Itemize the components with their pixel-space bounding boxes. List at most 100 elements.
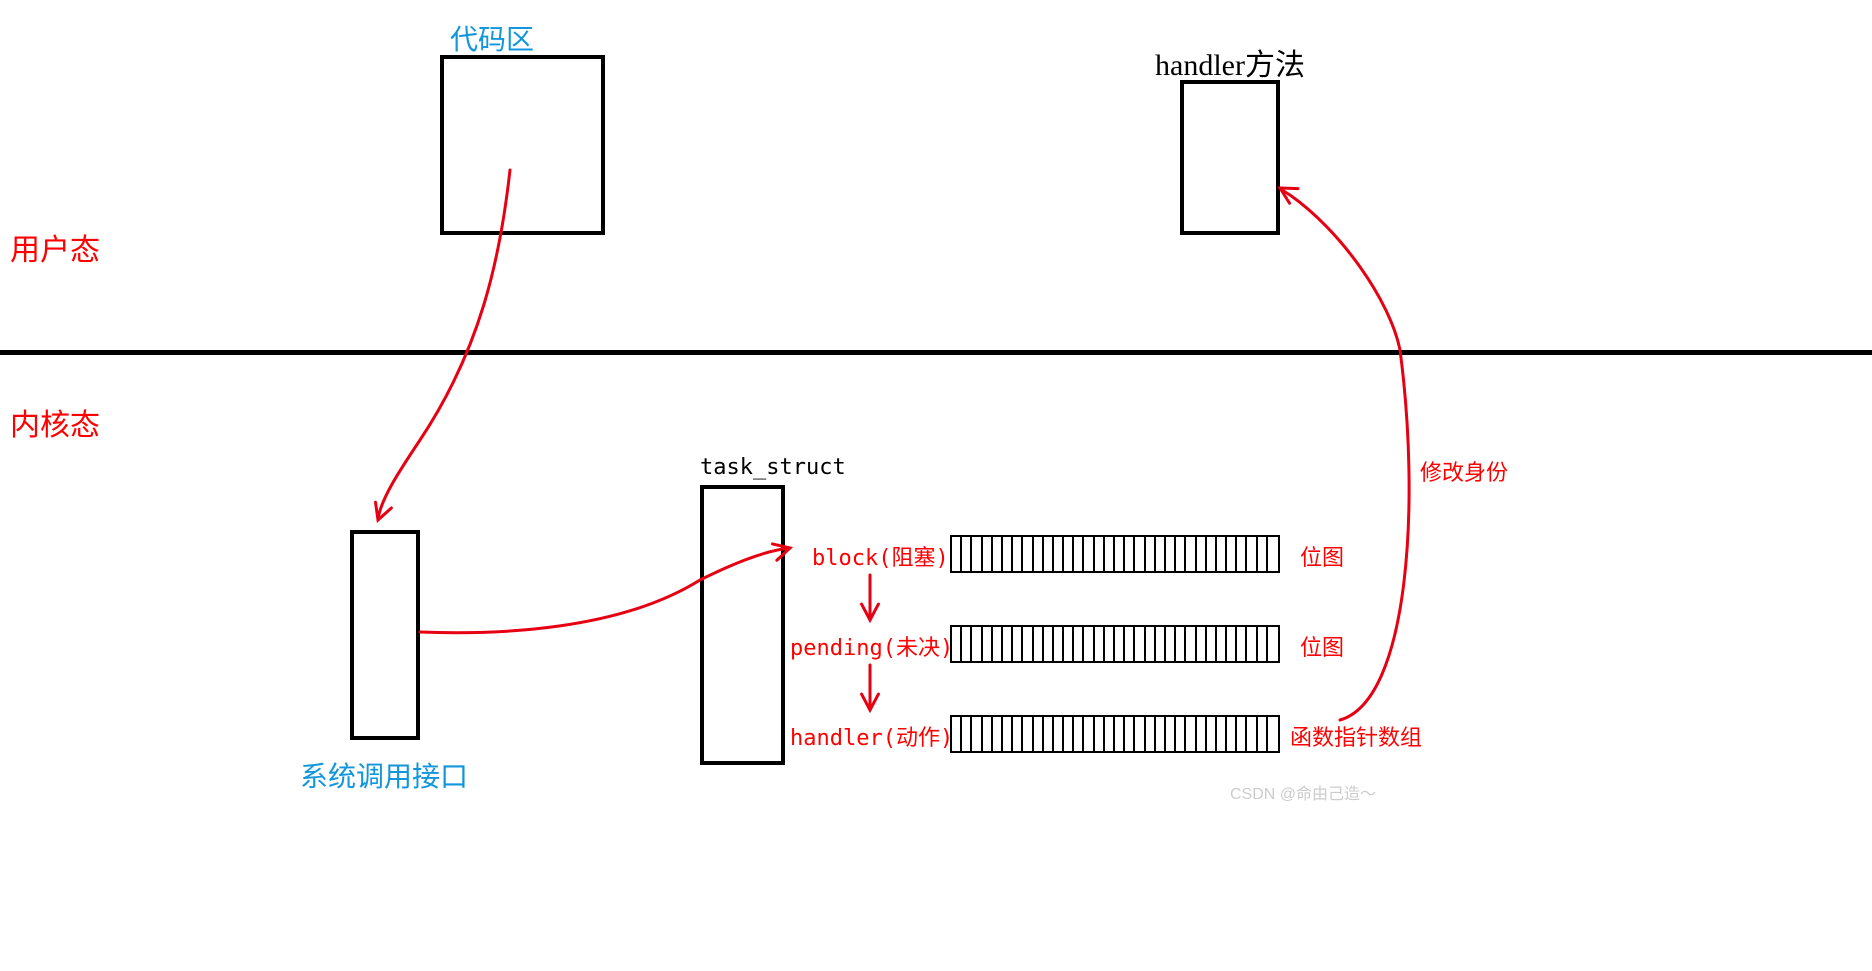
task-struct-label: task_struct <box>700 455 846 480</box>
bitmap-cell <box>1258 537 1268 571</box>
bitmap-cell <box>1146 717 1156 751</box>
bitmap-cell <box>1217 627 1227 661</box>
bitmap-cell <box>983 627 993 661</box>
bitmap-cell <box>1166 717 1176 751</box>
bitmap-cell <box>1207 537 1217 571</box>
bitmap-cell <box>1237 537 1247 571</box>
bitmap-cell <box>972 627 982 661</box>
block-label: block(阻塞) <box>812 540 949 572</box>
bitmap-cell <box>1013 627 1023 661</box>
divider-line <box>0 350 1872 355</box>
bitmap-cell <box>952 627 962 661</box>
bitmap-cell <box>1034 717 1044 751</box>
bitmap-cell <box>952 717 962 751</box>
kernel-mode-label: 内核态 <box>10 400 100 444</box>
user-mode-label: 用户态 <box>10 225 100 269</box>
bitmap-cell <box>1125 717 1135 751</box>
bitmap-cell <box>1197 717 1207 751</box>
handler-field-label: handler(动作) <box>790 720 953 752</box>
syscall-interface-label: 系统调用接口 <box>300 755 468 795</box>
bitmap-cell <box>1247 537 1257 571</box>
bitmap-cell <box>1115 537 1125 571</box>
handler-method-label: handler方法 <box>1155 40 1305 84</box>
bitmap-cell <box>1227 717 1237 751</box>
bitmap-cell <box>1176 537 1186 571</box>
bitmap-cell <box>1003 627 1013 661</box>
bitmap-cell <box>1064 627 1074 661</box>
bitmap-cell <box>972 717 982 751</box>
bitmap-cell <box>1268 627 1278 661</box>
bitmap2-label: 位图 <box>1300 630 1344 662</box>
bitmap-cell <box>1054 717 1064 751</box>
bitmap-block <box>950 535 1280 573</box>
bitmap-cell <box>1115 627 1125 661</box>
bitmap-cell <box>1054 627 1064 661</box>
bitmap-cell <box>1217 537 1227 571</box>
bitmap-cell <box>1268 717 1278 751</box>
bitmap-cell <box>983 537 993 571</box>
bitmap-cell <box>1125 627 1135 661</box>
bitmap-cell <box>1115 717 1125 751</box>
bitmap-cell <box>993 537 1003 571</box>
bitmap-cell <box>1074 537 1084 571</box>
bitmap-cell <box>1207 717 1217 751</box>
bitmap1-label: 位图 <box>1300 540 1344 572</box>
bitmap-cell <box>1013 717 1023 751</box>
bitmap-cell <box>1186 717 1196 751</box>
bitmap-cell <box>1197 627 1207 661</box>
bitmap-cell <box>1013 537 1023 571</box>
bitmap-handler <box>950 715 1280 753</box>
bitmap-cell <box>1247 717 1257 751</box>
pending-label: pending(未决) <box>790 630 953 662</box>
arrows-layer <box>0 0 1872 971</box>
task-struct-box <box>700 485 785 765</box>
bitmap-cell <box>1064 717 1074 751</box>
code-area-label: 代码区 <box>450 18 534 58</box>
bitmap-cell <box>1207 627 1217 661</box>
bitmap-cell <box>1166 627 1176 661</box>
change-identity-label: 修改身份 <box>1420 455 1508 487</box>
bitmap-cell <box>1156 537 1166 571</box>
bitmap-cell <box>1146 627 1156 661</box>
bitmap-cell <box>962 627 972 661</box>
bitmap-cell <box>1135 627 1145 661</box>
bitmap-cell <box>1023 627 1033 661</box>
bitmap-cell <box>1044 717 1054 751</box>
bitmap-cell <box>1003 537 1013 571</box>
bitmap-cell <box>1227 537 1237 571</box>
bitmap-cell <box>972 537 982 571</box>
bitmap-cell <box>1074 717 1084 751</box>
bitmap-cell <box>952 537 962 571</box>
bitmap-cell <box>993 717 1003 751</box>
code-box <box>440 55 605 235</box>
bitmap-cell <box>1146 537 1156 571</box>
bitmap-cell <box>1095 537 1105 571</box>
bitmap-cell <box>1084 627 1094 661</box>
bitmap-cell <box>1197 537 1207 571</box>
bitmap-cell <box>962 537 972 571</box>
bitmap-cell <box>983 717 993 751</box>
bitmap-cell <box>1135 717 1145 751</box>
bitmap-cell <box>1156 717 1166 751</box>
bitmap-pending <box>950 625 1280 663</box>
bitmap-cell <box>1105 627 1115 661</box>
bitmap-cell <box>1074 627 1084 661</box>
bitmap-cell <box>993 627 1003 661</box>
bitmap-cell <box>1023 717 1033 751</box>
handler-box <box>1180 80 1280 235</box>
bitmap-cell <box>1044 537 1054 571</box>
bitmap-cell <box>1247 627 1257 661</box>
bitmap-cell <box>1176 627 1186 661</box>
bitmap-cell <box>1034 627 1044 661</box>
bitmap-cell <box>1258 627 1268 661</box>
bitmap-cell <box>1084 717 1094 751</box>
bitmap-cell <box>1237 627 1247 661</box>
bitmap-cell <box>1125 537 1135 571</box>
bitmap-cell <box>1268 537 1278 571</box>
bitmap-cell <box>1105 537 1115 571</box>
bitmap-cell <box>1258 717 1268 751</box>
bitmap-cell <box>1227 627 1237 661</box>
bitmap-cell <box>1064 537 1074 571</box>
bitmap-cell <box>1105 717 1115 751</box>
bitmap-cell <box>1095 717 1105 751</box>
